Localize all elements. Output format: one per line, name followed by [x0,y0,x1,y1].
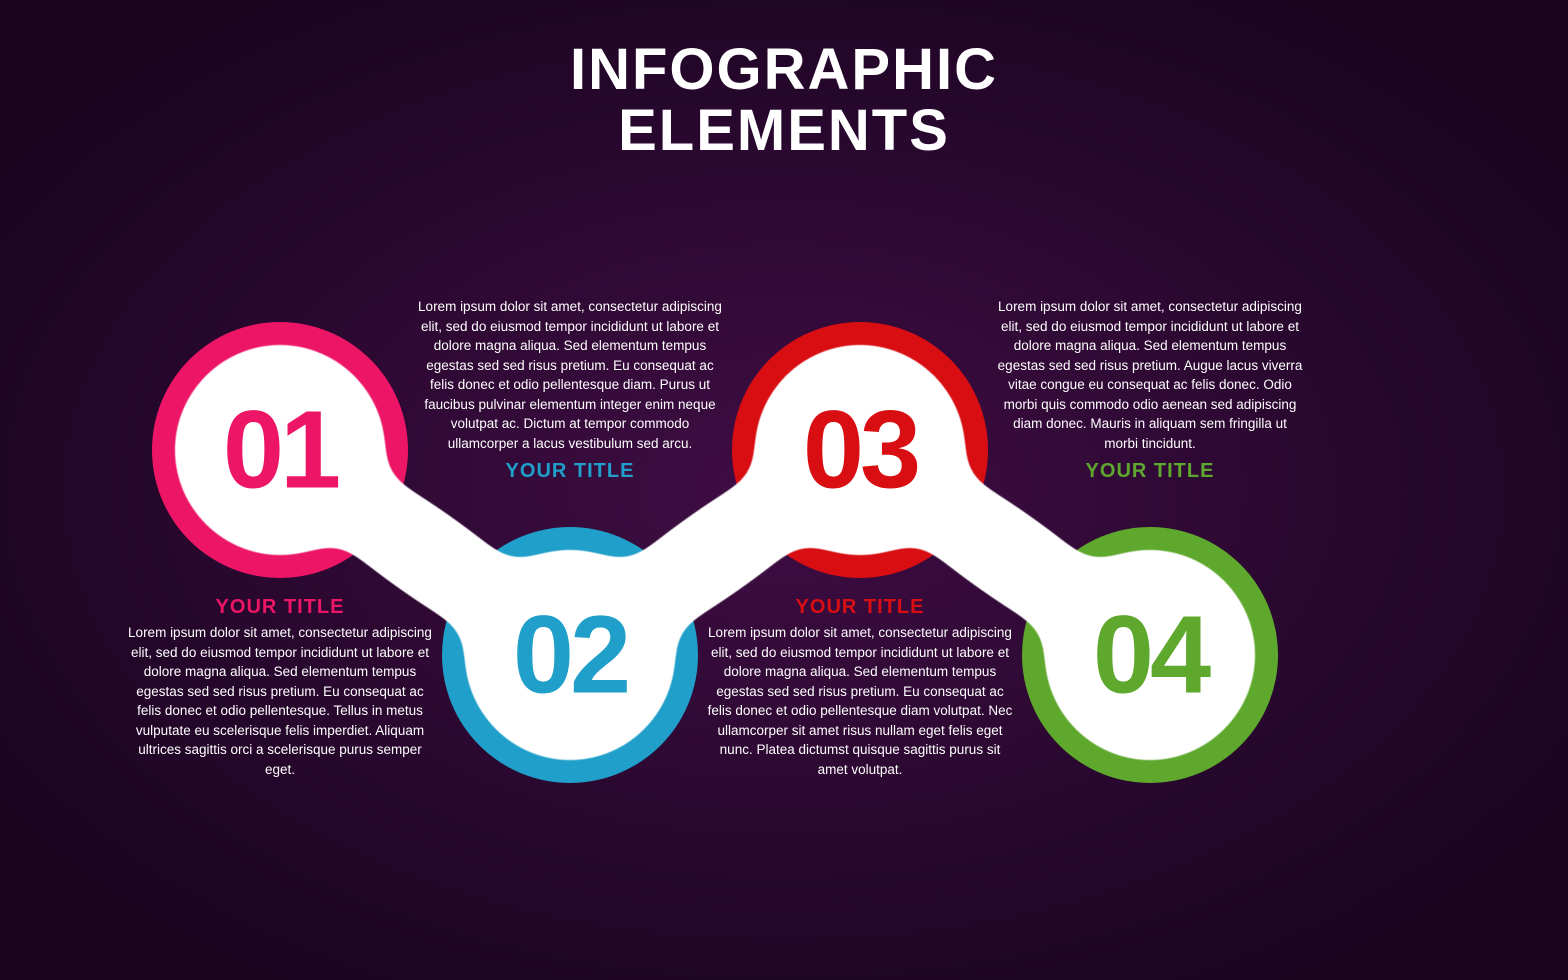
heading-line-1: INFOGRAPHIC [0,40,1568,101]
step-text-3: YOUR TITLE Lorem ipsum dolor sit amet, co… [705,596,1015,780]
step-body-3: Lorem ipsum dolor sit amet, consectetur … [705,623,1015,780]
step-number-1: 01 [223,387,337,514]
step-text-2: Lorem ipsum dolor sit amet, consectetur … [415,297,725,487]
step-body-1: Lorem ipsum dolor sit amet, consectetur … [125,623,435,780]
step-text-4: Lorem ipsum dolor sit amet, consectetur … [995,297,1305,487]
step-body-4: Lorem ipsum dolor sit amet, consectetur … [995,297,1305,454]
step-title-1: YOUR TITLE [125,596,435,619]
step-title-3: YOUR TITLE [705,596,1015,619]
step-title-4: YOUR TITLE [995,460,1305,483]
step-number-4: 04 [1093,592,1207,719]
infographic-canvas: INFOGRAPHIC ELEMENTS 01 02 03 04 YOUR TITLE… [0,0,1568,980]
heading-line-2: ELEMENTS [0,101,1568,162]
step-body-2: Lorem ipsum dolor sit amet, consectetur … [415,297,725,454]
step-number-3: 03 [803,387,917,514]
main-heading: INFOGRAPHIC ELEMENTS [0,40,1568,162]
step-text-1: YOUR TITLE Lorem ipsum dolor sit amet, co… [125,596,435,780]
step-number-2: 02 [513,592,627,719]
step-title-2: YOUR TITLE [415,460,725,483]
